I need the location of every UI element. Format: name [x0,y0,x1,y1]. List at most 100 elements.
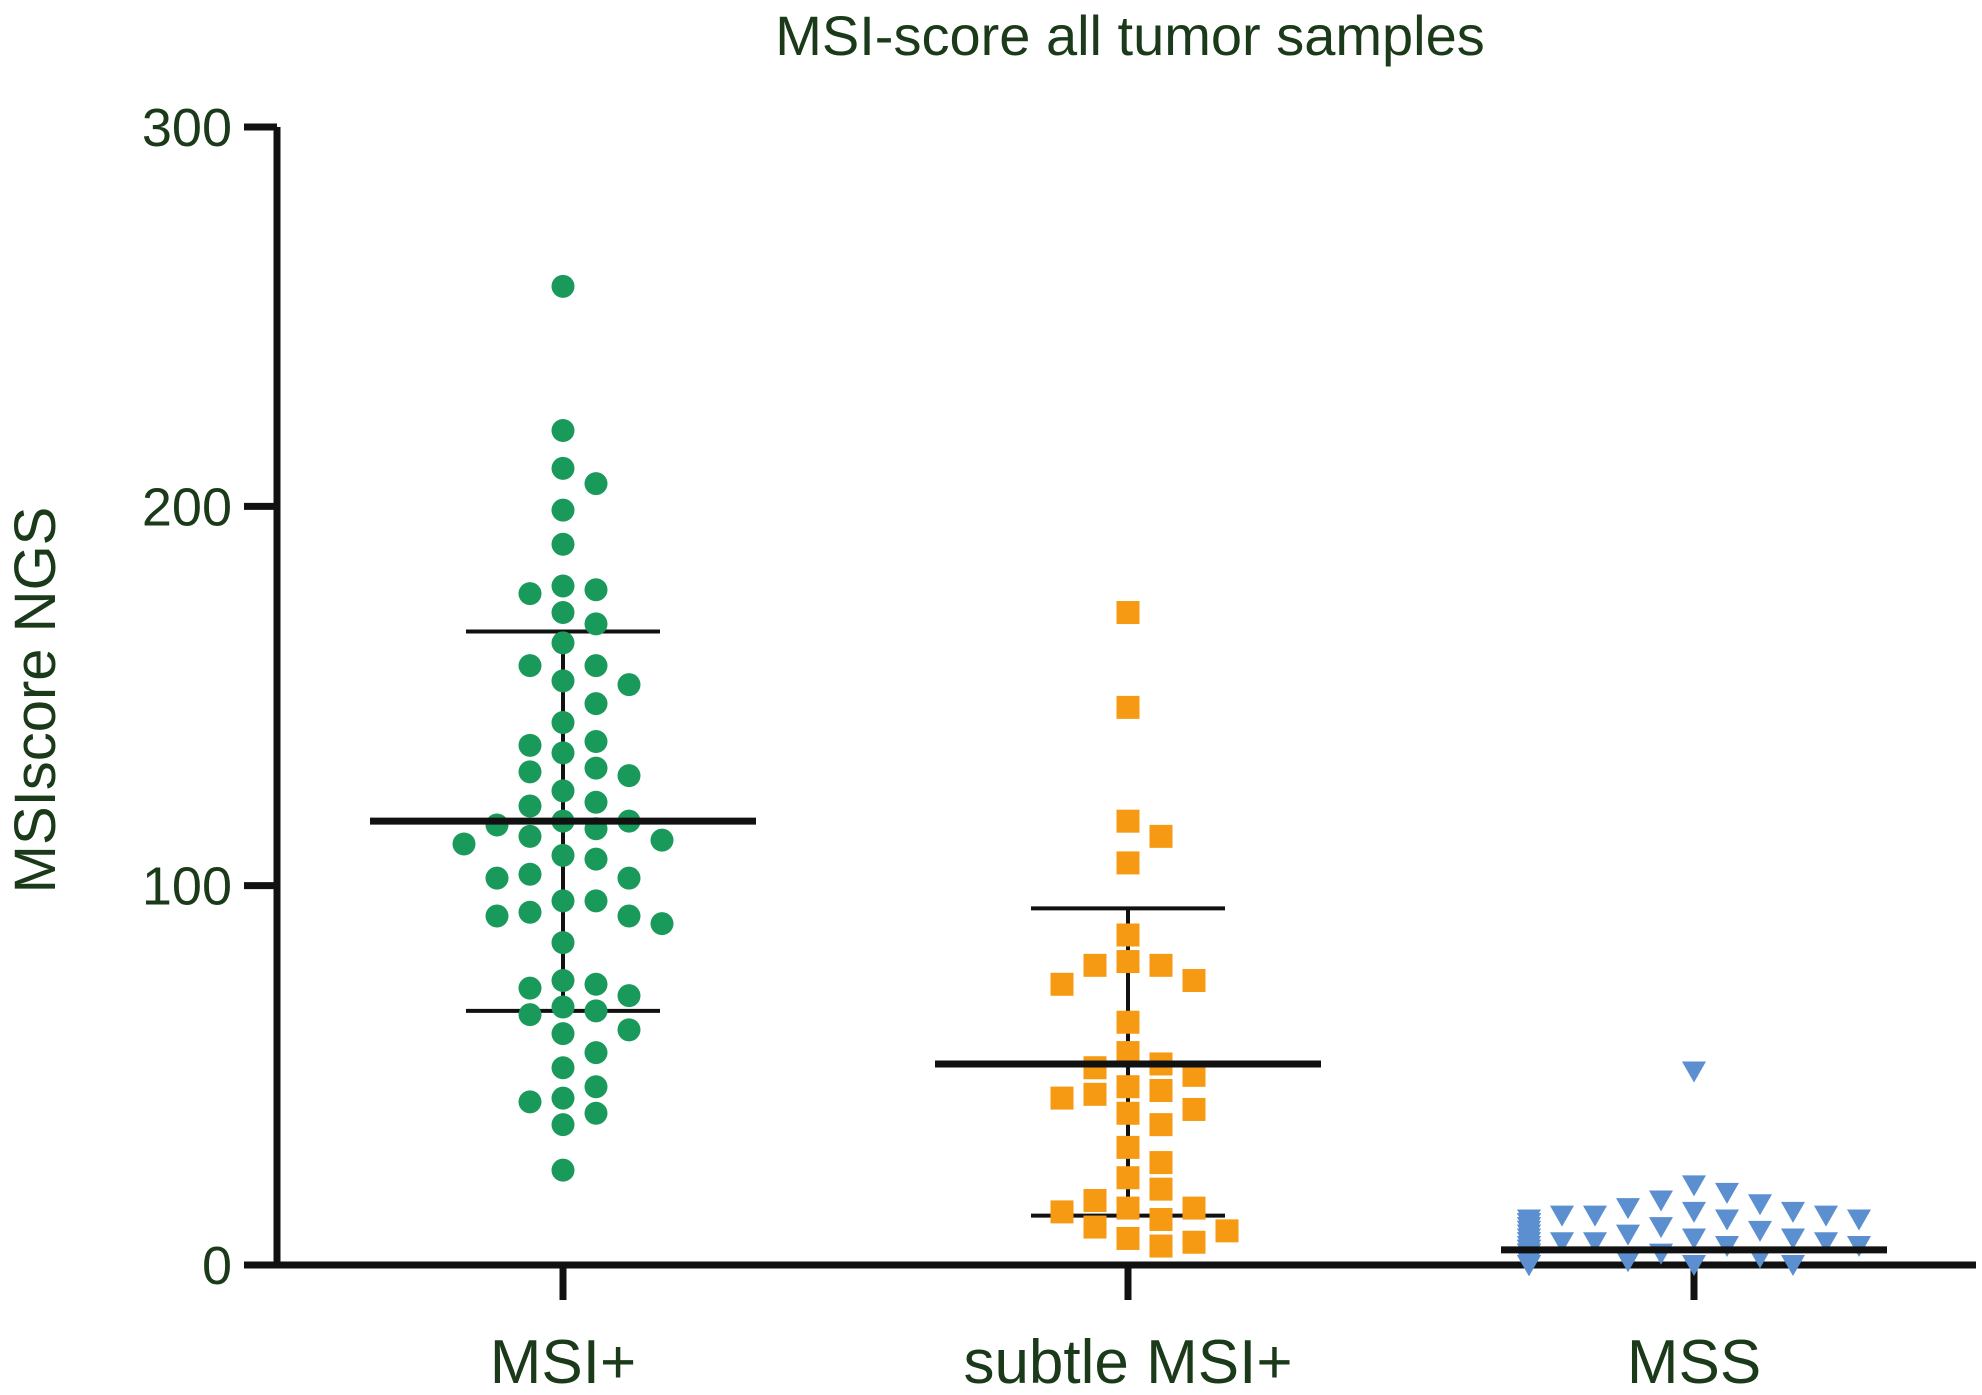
data-point-mss [1616,1198,1640,1220]
data-point-subtle-msi-plus [1083,1215,1107,1239]
data-point-mss [1682,1228,1706,1250]
chart-title: MSI-score all tumor samples [775,4,1485,67]
data-point-msi-plus [584,472,608,496]
data-point-subtle-msi-plus [1116,809,1140,833]
data-point-subtle-msi-plus [1149,1113,1173,1137]
data-point-msi-plus [650,828,674,852]
data-point-msi-plus [584,1075,608,1099]
data-point-subtle-msi-plus [1116,601,1140,625]
data-point-msi-plus [518,824,542,848]
data-point-msi-plus [617,673,641,697]
data-point-msi-plus [518,1090,542,1114]
data-point-mss [1583,1232,1607,1254]
data-point-msi-plus [551,574,575,598]
data-point-subtle-msi-plus [1182,1063,1206,1087]
data-point-msi-plus [518,900,542,924]
data-point-subtle-msi-plus [1149,1151,1173,1175]
data-point-msi-plus [518,862,542,886]
data-point-mss [1748,1220,1772,1242]
data-point-msi-plus [584,756,608,780]
data-point-msi-plus [584,999,608,1023]
x-category-label: MSI+ [490,1328,636,1395]
data-point-msi-plus [584,578,608,602]
data-point-msi-plus [551,995,575,1019]
data-point-mss [1847,1209,1871,1231]
data-point-msi-plus [518,976,542,1000]
data-point-mss [1814,1205,1838,1227]
data-point-msi-plus [584,972,608,996]
data-point-msi-plus [617,1018,641,1042]
data-point-subtle-msi-plus [1116,1010,1140,1034]
data-point-msi-plus [584,847,608,871]
data-point-msi-plus [551,532,575,556]
data-point-subtle-msi-plus [1116,1135,1140,1159]
data-point-subtle-msi-plus [1116,1166,1140,1190]
data-point-msi-plus [551,1158,575,1182]
data-point-subtle-msi-plus [1116,1196,1140,1220]
data-point-subtle-msi-plus [1182,1196,1206,1220]
data-point-subtle-msi-plus [1182,1230,1206,1254]
data-point-msi-plus [518,654,542,678]
data-point-msi-plus [551,601,575,625]
data-point-mss [1781,1228,1805,1250]
data-point-msi-plus [551,669,575,693]
data-point-msi-plus [584,612,608,636]
data-point-subtle-msi-plus [1149,1079,1173,1103]
data-point-mss [1583,1205,1607,1227]
data-point-subtle-msi-plus [1116,695,1140,719]
data-point-subtle-msi-plus [1149,953,1173,977]
data-point-msi-plus [518,794,542,818]
y-ticks: 0 100 200 300 [142,98,277,1296]
data-point-subtle-msi-plus [1116,950,1140,974]
x-category-label: MSS [1627,1328,1761,1395]
data-point-subtle-msi-plus [1149,1234,1173,1258]
data-point-subtle-msi-plus [1083,1082,1107,1106]
data-point-msi-plus [617,904,641,928]
data-point-msi-plus [485,904,509,928]
axes [244,127,1976,1269]
data-point-subtle-msi-plus [1116,1075,1140,1099]
data-point-msi-plus [584,730,608,754]
data-point-subtle-msi-plus [1182,969,1206,992]
data-point-subtle-msi-plus [1116,1226,1140,1250]
data-point-mss [1781,1255,1805,1276]
data-point-msi-plus [551,779,575,803]
data-point-subtle-msi-plus [1083,1056,1107,1080]
data-point-mss [1649,1217,1673,1239]
data-point-mss [1517,1255,1541,1276]
data-point-mss [1616,1224,1640,1246]
data-point-mss [1682,1201,1706,1223]
data-point-msi-plus [617,984,641,1008]
data-point-msi-plus [551,418,575,442]
data-point-mss [1715,1209,1739,1231]
data-point-subtle-msi-plus [1116,1041,1140,1065]
error-bars [466,629,1225,1218]
data-point-msi-plus [551,1113,575,1137]
data-point-msi-plus [518,1003,542,1027]
y-axis-label: MSIscore NGS [3,507,68,894]
data-point-subtle-msi-plus [1215,1219,1239,1243]
data-point-mss [1781,1201,1805,1223]
data-point-msi-plus [551,843,575,867]
data-point-mss [1550,1205,1574,1227]
data-point-msi-plus [452,832,476,856]
data-point-msi-plus [650,912,674,936]
data-point-msi-plus [551,741,575,765]
data-point-subtle-msi-plus [1149,1177,1173,1201]
data-point-mss [1682,1175,1706,1197]
data-point-msi-plus [551,711,575,735]
data-point-msi-plus [518,582,542,606]
data-point-msi-plus [584,692,608,716]
data-point-msi-plus [485,866,509,890]
y-tick-label: 100 [142,857,232,917]
data-point-msi-plus [518,733,542,757]
y-tick-label: 300 [142,98,232,158]
data-point-msi-plus [551,274,575,298]
data-point-msi-plus [551,1022,575,1046]
data-point-msi-plus [617,764,641,788]
data-point-subtle-msi-plus [1116,851,1140,875]
data-point-subtle-msi-plus [1083,1189,1107,1213]
data-point-subtle-msi-plus [1050,1200,1074,1224]
data-point-mss [1649,1190,1673,1212]
data-point-msi-plus [551,969,575,992]
